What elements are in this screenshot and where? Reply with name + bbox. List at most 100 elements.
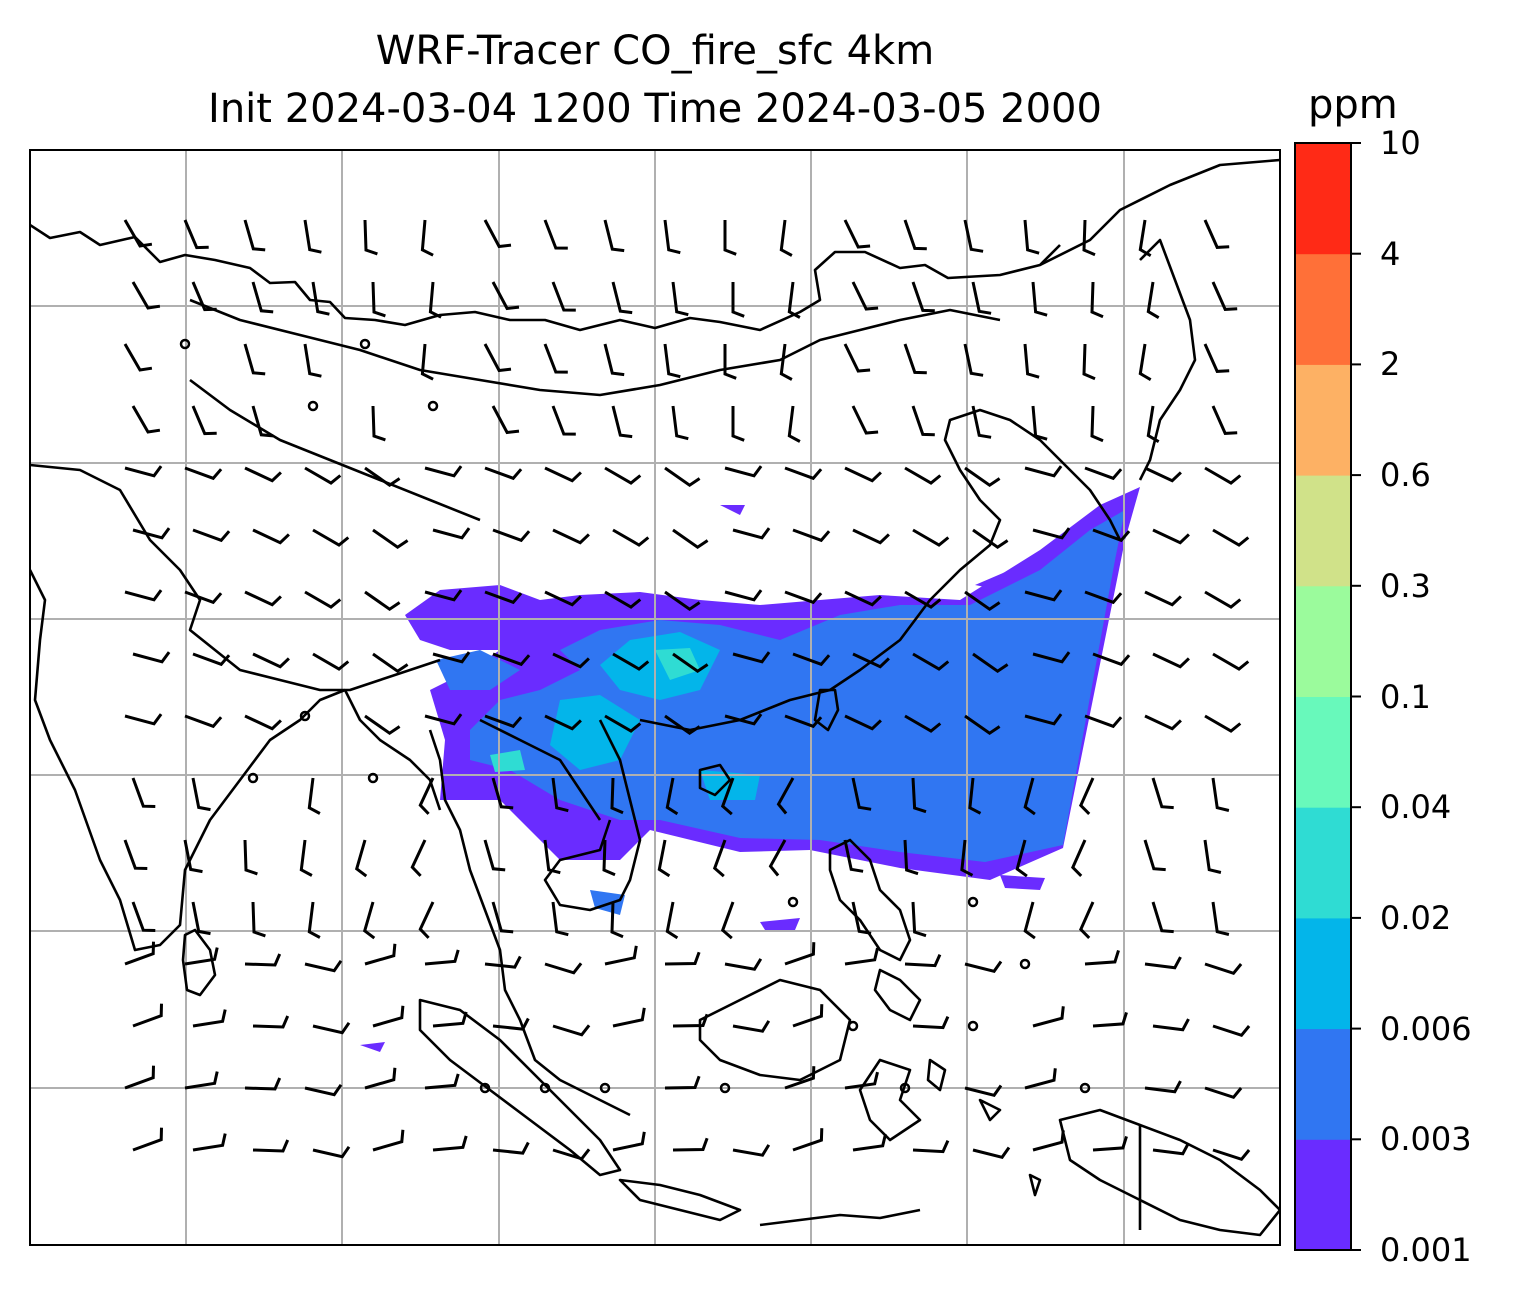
wind-barb (672, 1013, 709, 1028)
wind-barb (252, 1139, 290, 1153)
wind-barb (611, 405, 633, 439)
colorbar-tick-label: 0.3 (1380, 566, 1431, 605)
coastline-indochina (428, 729, 631, 1117)
wind-barb (184, 466, 223, 481)
wind-barb (784, 714, 823, 729)
wind-barb (424, 589, 463, 602)
wind-barb (364, 1067, 397, 1090)
wind-barb (1082, 343, 1096, 381)
wind-barb (720, 777, 735, 816)
wind-barb-calm (599, 1082, 611, 1094)
wind-barb (1212, 652, 1250, 671)
wind-barb (371, 281, 386, 318)
colorbar-tick-label: 0.001 (1380, 1231, 1472, 1269)
wind-barb (731, 282, 745, 318)
wind-barb (372, 1129, 405, 1152)
wind-barb (432, 1011, 468, 1028)
wind-barb (972, 528, 1009, 550)
wind-barb (843, 839, 864, 873)
coastline-java (618, 1178, 742, 1222)
wind-barb (543, 343, 568, 374)
wind-barb (712, 839, 727, 878)
wind-barb (124, 1065, 155, 1090)
wind-barb-calm (1079, 1082, 1091, 1094)
wind-barb (611, 281, 633, 315)
wind-barb (191, 405, 217, 436)
wind-barb (372, 1005, 405, 1028)
wind-barb (610, 777, 624, 815)
colorbar-segment (1295, 917, 1351, 1030)
wind-barb (243, 839, 258, 876)
wind-barb (972, 1146, 1011, 1160)
wind-barb (851, 777, 872, 811)
wind-barb (132, 1127, 163, 1152)
wind-barb (723, 344, 737, 380)
wind-barb (724, 958, 763, 971)
wind-barb-calm (427, 400, 439, 412)
wind-barb (251, 405, 274, 438)
wind-barb (971, 405, 992, 439)
wind-barb (1152, 652, 1190, 669)
wind-barb (1023, 219, 1040, 255)
wind-barb (852, 1133, 887, 1152)
wind-barb (843, 219, 871, 249)
wind-barb (432, 527, 471, 540)
wind-barb (1024, 1068, 1057, 1090)
wind-barb (484, 955, 522, 969)
wind-barb (1144, 714, 1182, 731)
wind-barb (663, 219, 681, 255)
wind-barb (303, 343, 322, 378)
plume-fragment (760, 918, 800, 930)
colorbar-tick-label: 0.04 (1380, 788, 1452, 827)
wind-barb (1032, 527, 1071, 540)
colorbar-tick-label: 2 (1380, 345, 1401, 384)
wind-barb (1031, 281, 1048, 317)
coastline-sumatra (418, 998, 622, 1177)
wind-barb (192, 528, 231, 543)
wind-barb (602, 839, 616, 877)
wind-barb (731, 406, 745, 442)
chart-title-line2: Init 2024-03-04 1200 Time 2024-03-05 200… (208, 86, 1102, 132)
coastline-borneo (698, 978, 852, 1082)
wind-barb (1144, 466, 1182, 483)
wind-barb (1071, 839, 1087, 877)
colorbar-tick-label: 10 (1380, 124, 1421, 162)
wind-barb (912, 528, 950, 547)
wind-barb (131, 901, 156, 932)
wind-barb (1084, 714, 1123, 729)
wind-barb (610, 901, 624, 939)
colorbar-tick-label: 0.006 (1380, 1009, 1472, 1048)
wind-barb (1084, 949, 1120, 966)
wind-barb (663, 343, 681, 379)
wind-barb (304, 959, 343, 973)
wind-barb (672, 652, 709, 674)
wind-barb (1204, 714, 1242, 733)
wind-barb (1015, 839, 1028, 878)
wind-barb-calm (967, 1020, 979, 1032)
wind-barb (192, 652, 231, 667)
wind-barb (792, 652, 831, 667)
wind-barb-calm (719, 1082, 731, 1094)
map-frame (29, 149, 1281, 1246)
wind-barb (1204, 962, 1243, 976)
coastline-japan (1138, 238, 1197, 481)
wind-barb (1144, 1080, 1182, 1094)
wind-barb (851, 405, 879, 435)
wind-barb (251, 901, 266, 938)
wind-barb (243, 343, 266, 376)
border-laos (479, 718, 602, 821)
wind-barb (552, 528, 590, 545)
wind-barb (363, 219, 378, 256)
wind-barb (492, 1141, 530, 1155)
wind-barb (1023, 777, 1036, 816)
wind-barb (312, 652, 350, 671)
wind-barb (312, 1021, 351, 1035)
wind-barb (491, 281, 520, 311)
wind-barb (191, 281, 217, 312)
wind-barb (551, 901, 569, 937)
colorbar-tick-label: 4 (1380, 234, 1401, 273)
wind-barb (1212, 1024, 1251, 1038)
wind-barb (779, 219, 793, 257)
wind-barb (492, 652, 531, 667)
coastline-timor (759, 1208, 921, 1227)
